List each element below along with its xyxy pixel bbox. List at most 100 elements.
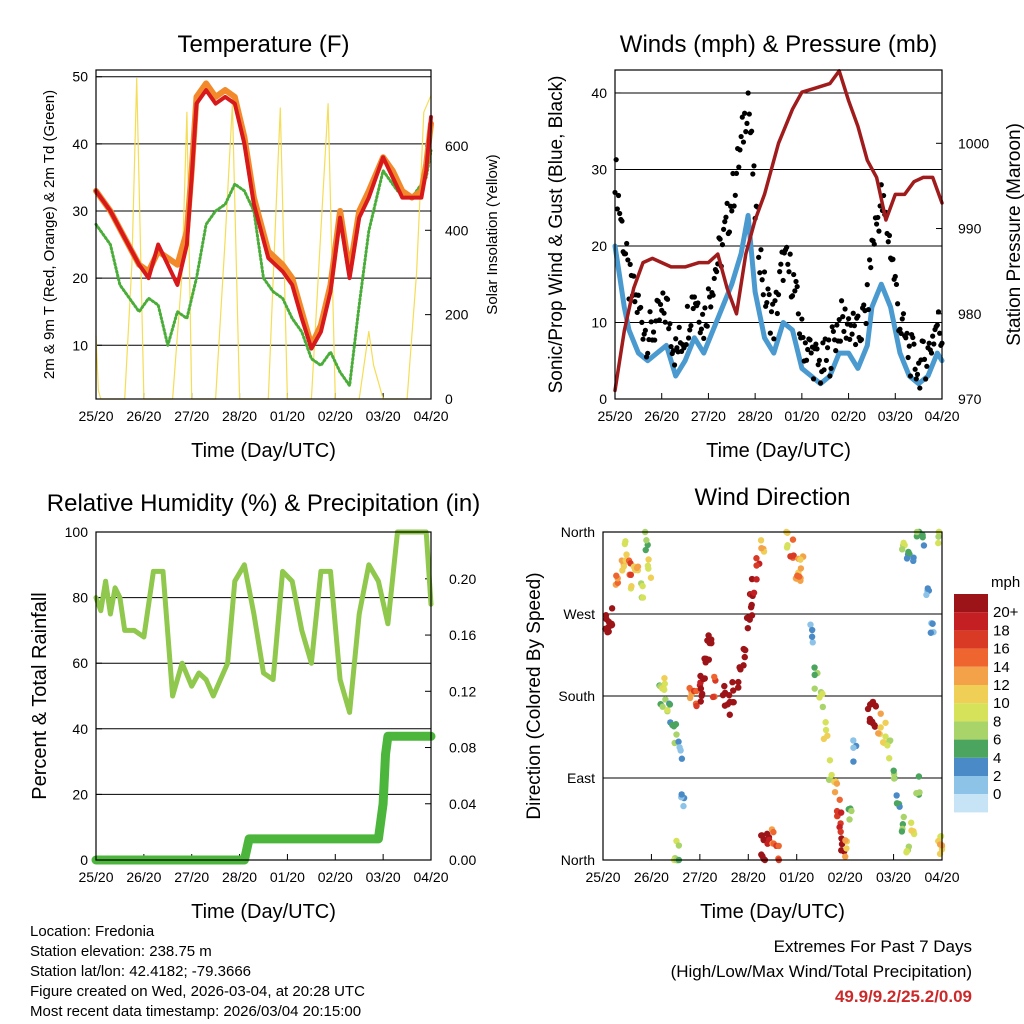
temperature-xtick-label: 27/20 — [174, 408, 209, 424]
gust-point — [688, 323, 694, 329]
gust-point — [789, 293, 796, 299]
temperature-xtick-label: 03/20 — [366, 408, 401, 424]
wind-y2tick-label: 1000 — [958, 135, 989, 151]
direction-point — [661, 674, 668, 682]
direction-point — [740, 645, 747, 653]
direction-point — [729, 679, 736, 686]
direction-point — [811, 671, 818, 679]
gust-point — [764, 300, 770, 306]
gust-point — [802, 340, 808, 346]
gust-point — [868, 264, 874, 271]
direction-point — [770, 828, 777, 836]
gust-point — [676, 324, 682, 330]
speed-legend-title: mph — [991, 574, 1020, 591]
temperature-xtick-label: 01/20 — [270, 408, 305, 424]
direction-point — [730, 687, 737, 694]
direction-point — [899, 821, 907, 828]
speed-legend-swatch — [954, 612, 988, 631]
gust-point — [683, 341, 689, 348]
gust-point — [914, 371, 921, 377]
wind-y2tick-label: 970 — [958, 391, 982, 407]
gust-point — [833, 348, 839, 354]
gust-point — [660, 290, 666, 296]
rh-ylabel: Percent & Total Rainfall — [29, 592, 51, 800]
speed-legend-swatch — [954, 794, 988, 813]
dir-ytick-label: South — [558, 688, 595, 704]
direction-point — [885, 755, 893, 762]
gust-point — [821, 367, 827, 373]
winds-xlabel: Time (Day/UTC) — [706, 440, 851, 462]
direction-point — [915, 773, 923, 780]
winds-xtick-label: 28/20 — [738, 408, 773, 424]
speed-legend-swatch — [954, 757, 988, 776]
direction-point — [705, 656, 713, 663]
gust-point — [619, 218, 625, 224]
gust-point — [695, 300, 701, 306]
temperature-xtick-label: 26/20 — [126, 408, 161, 424]
direction-point — [819, 703, 827, 711]
gust-point — [796, 331, 803, 337]
speed-legend-label: 12 — [993, 677, 1010, 694]
gust-point — [815, 362, 821, 368]
gust-point — [905, 354, 911, 361]
temp-ytick-label: 50 — [72, 69, 88, 85]
temperature-xtick-label: 02/20 — [318, 408, 353, 424]
gust-point — [723, 214, 729, 220]
gust-point — [749, 128, 755, 134]
direction-point — [726, 711, 733, 718]
speed-legend-swatch — [954, 630, 988, 649]
gust-point — [907, 373, 914, 379]
direction-point — [820, 735, 828, 743]
gust-point — [923, 376, 929, 382]
gust-point — [793, 278, 799, 285]
direction-point — [789, 536, 797, 543]
gust-point — [830, 328, 836, 335]
sonic-wind-line — [612, 212, 945, 387]
direction-point — [811, 685, 818, 692]
direction-point — [675, 738, 682, 745]
rh-y2tick-label: 0.20 — [449, 571, 476, 587]
gust-point — [847, 336, 853, 342]
gust-point — [829, 324, 835, 330]
direction-point — [900, 539, 907, 547]
gust-point — [771, 336, 777, 342]
wind-ytick-label: 0 — [599, 391, 607, 407]
direction-point — [877, 724, 884, 731]
gust-point — [774, 310, 780, 317]
gust-point — [794, 283, 800, 290]
gust-point — [924, 363, 930, 369]
winds-title: Winds (mph) & Pressure (mb) — [620, 31, 937, 58]
gust-point — [814, 346, 820, 352]
temp-y2tick-label: 0 — [445, 391, 453, 407]
winds-xtick-label: 01/20 — [784, 408, 819, 424]
direction-point — [707, 636, 715, 643]
gust-point — [640, 336, 646, 342]
gust-point — [863, 320, 869, 327]
gust-point — [828, 365, 834, 372]
solar-insolation-line — [95, 77, 432, 400]
gust-point — [841, 328, 847, 335]
direction-point — [623, 551, 630, 558]
gust-point — [858, 336, 865, 343]
gust-point — [766, 291, 772, 298]
direction-xtick-label: 26/20 — [634, 869, 669, 885]
humidity-xtick-label: 25/20 — [78, 869, 113, 885]
direction-xtick-label: 28/20 — [731, 869, 766, 885]
humidity-xlabel: Time (Day/UTC) — [191, 901, 336, 923]
gust-point — [786, 269, 792, 275]
direction-point — [784, 529, 791, 536]
humidity-xtick-label: 01/20 — [270, 869, 305, 885]
gust-point — [756, 254, 762, 260]
direction-point — [927, 629, 935, 636]
direction-point — [822, 719, 829, 726]
gust-point — [625, 257, 631, 263]
extremes-panel: Extremes For Past 7 Days (High/Low/Max W… — [671, 934, 972, 1009]
gust-point — [784, 244, 790, 250]
gust-point — [661, 310, 667, 316]
direction-point — [898, 828, 906, 835]
gust-point — [714, 269, 720, 275]
gust-point — [702, 305, 708, 311]
gust-point — [876, 228, 882, 234]
gust-point — [635, 292, 641, 298]
rh-y2tick-label: 0.00 — [449, 852, 476, 868]
